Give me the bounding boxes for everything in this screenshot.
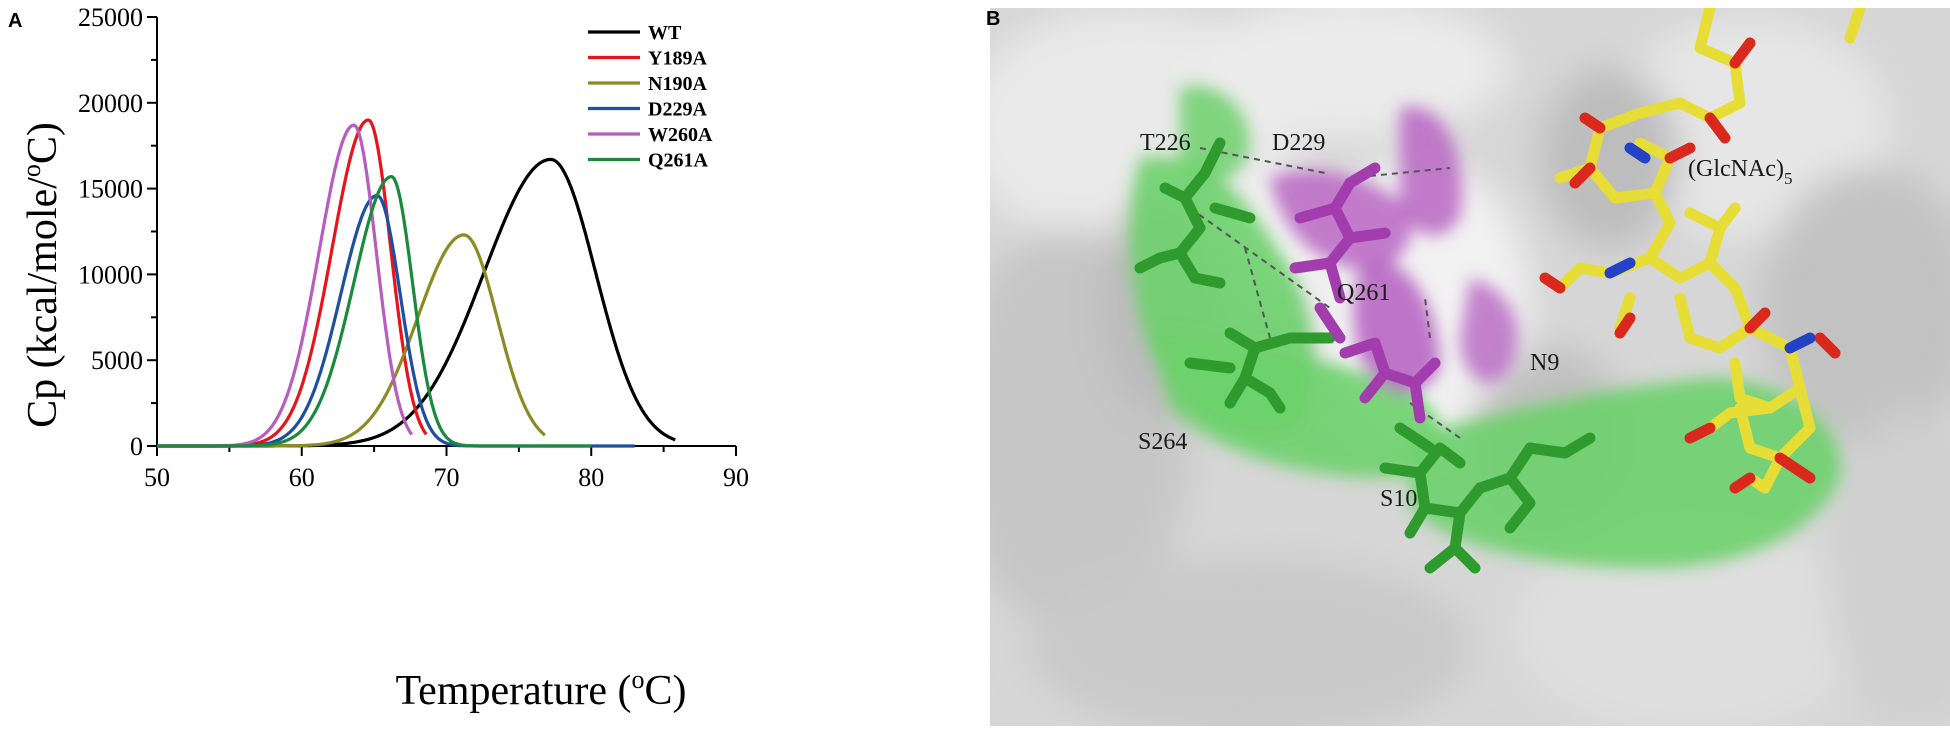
panel-a: A 50 60 70 80 90 0 5000 10000 15000 20000 25000 WT… — [0, 0, 960, 726]
y-tick-label: 25000 — [78, 3, 143, 32]
dsc-chart: A 50 60 70 80 90 0 5000 10000 15000 20000 25000 WT… — [8, 3, 749, 714]
y-axis-label: Cp (kcal/mole/oC) — [17, 122, 66, 428]
green-residues — [1134, 137, 1596, 574]
panel-a-letter: A — [8, 10, 22, 32]
legend-label: Q261A — [648, 150, 709, 172]
label-t226: T226 — [1140, 130, 1191, 156]
label-glcnac: (GlcNAc)5 — [1688, 156, 1792, 188]
chart-curves — [156, 118, 676, 448]
x-tick-label: 90 — [723, 463, 749, 492]
panel-b-letter: B — [986, 8, 1001, 30]
label-s264: S264 — [1138, 429, 1187, 455]
y-tick-label: 15000 — [78, 175, 143, 204]
legend-label: D229A — [648, 99, 707, 121]
protein-structure-image: T226 D229 (GlcNAc)5 Q261 N9 S264 S10 — [950, 0, 1950, 731]
legend-label: N190A — [648, 73, 707, 95]
x-axis-label: Temperature (oC) — [395, 665, 686, 714]
y-tick-label: 5000 — [91, 346, 143, 375]
label-q261: Q261 — [1337, 280, 1390, 306]
x-tick-label: 50 — [144, 463, 170, 492]
panel-b: T226 D229 (GlcNAc)5 Q261 N9 S264 S10 B — [950, 0, 1950, 731]
structure-labels: T226 D229 (GlcNAc)5 Q261 N9 S264 S10 — [1138, 130, 1792, 512]
chart-ticks: 50 60 70 80 90 0 5000 10000 15000 20000 25000 — [78, 3, 749, 492]
y-tick-label: 0 — [130, 432, 143, 461]
label-n9: N9 — [1530, 350, 1559, 376]
y-tick-label: 10000 — [78, 260, 143, 289]
magenta-residues — [1289, 162, 1441, 424]
legend-label: Y189A — [648, 48, 707, 70]
y-tick-label: 20000 — [78, 89, 143, 118]
label-s10: S10 — [1380, 486, 1417, 512]
series-line-q261a — [156, 175, 592, 448]
series-line-d229a — [156, 193, 635, 448]
legend-label: WT — [648, 22, 682, 44]
x-tick-label: 80 — [578, 463, 604, 492]
series-line-w260a — [156, 123, 414, 448]
x-tick-label: 60 — [289, 463, 315, 492]
chart-legend: WT Y189A N190A D229A W260A Q261A — [588, 22, 713, 172]
label-d229: D229 — [1272, 130, 1325, 156]
glcnac-ligand — [1539, 2, 1866, 494]
x-tick-label: 70 — [434, 463, 460, 492]
legend-label: W260A — [648, 124, 713, 146]
